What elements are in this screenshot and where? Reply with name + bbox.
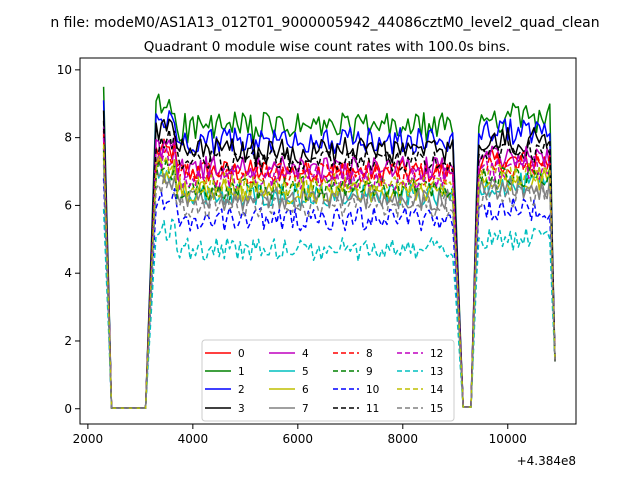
series-line-13 xyxy=(102,208,556,409)
legend-box xyxy=(201,339,455,422)
series-line-14 xyxy=(102,144,556,409)
plot-title: Quadrant 0 module wise count rates with … xyxy=(144,39,510,55)
legend-label-14: 14 xyxy=(430,384,444,396)
legend-label-10: 10 xyxy=(366,384,379,396)
legend-label-2: 2 xyxy=(238,384,245,396)
y-tick-label: 8 xyxy=(64,131,72,145)
series-layer xyxy=(102,86,556,409)
legend-label-11: 11 xyxy=(366,403,379,415)
series-line-12 xyxy=(102,137,556,409)
series-line-10 xyxy=(102,178,556,409)
legend-label-9: 9 xyxy=(366,366,373,378)
series-line-15 xyxy=(102,164,556,409)
series-line-8 xyxy=(102,134,556,409)
legend-label-7: 7 xyxy=(302,403,309,415)
series-line-11 xyxy=(102,120,556,409)
legend-label-12: 12 xyxy=(430,348,443,360)
series-line-3 xyxy=(102,110,556,409)
figure-suptitle: n file: modeM0/AS1A13_012T01_9000005942_… xyxy=(50,15,599,31)
y-tick-label: 4 xyxy=(64,266,72,280)
x-axis-offset-label: +4.384e8 xyxy=(517,454,576,468)
y-tick-label: 2 xyxy=(64,334,72,348)
x-tick-label: 4000 xyxy=(178,432,209,446)
y-axis-ticks: 0 2 4 6 8 10 xyxy=(57,63,80,416)
axes-frame xyxy=(79,57,577,425)
legend-label-15: 15 xyxy=(430,403,443,415)
legend-label-13: 13 xyxy=(430,366,443,378)
x-tick-label: 10000 xyxy=(489,432,527,446)
x-tick-label: 8000 xyxy=(388,432,419,446)
x-axis-ticks: 2000 4000 6000 8000 10000 xyxy=(73,424,527,446)
legend-label-4: 4 xyxy=(302,348,309,360)
x-tick-label: 6000 xyxy=(283,432,314,446)
x-tick-label: 2000 xyxy=(73,432,104,446)
series-line-1 xyxy=(102,86,556,409)
y-tick-label: 6 xyxy=(64,198,72,212)
y-tick-label: 10 xyxy=(57,63,72,77)
legend-label-3: 3 xyxy=(238,403,245,415)
legend-label-1: 1 xyxy=(238,366,245,378)
legend-label-6: 6 xyxy=(302,384,309,396)
series-line-7 xyxy=(102,157,556,409)
legend-label-8: 8 xyxy=(366,348,373,360)
legend-label-0: 0 xyxy=(238,348,245,360)
y-tick-label: 0 xyxy=(64,402,72,416)
series-line-2 xyxy=(102,100,556,409)
legend-label-5: 5 xyxy=(302,366,309,378)
